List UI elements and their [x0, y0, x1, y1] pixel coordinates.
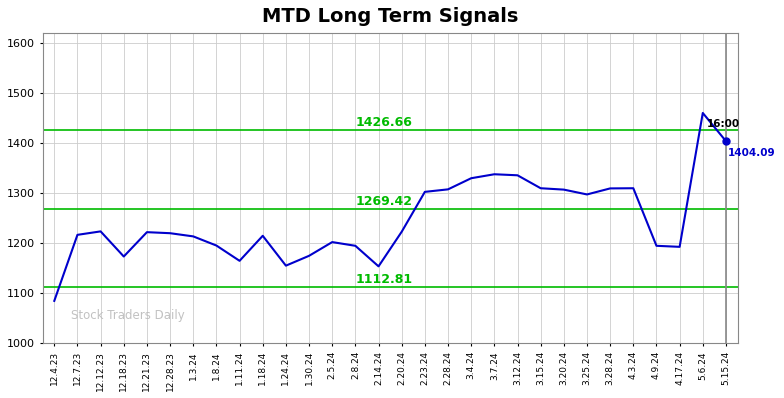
- Text: 1404.09: 1404.09: [728, 148, 776, 158]
- Title: MTD Long Term Signals: MTD Long Term Signals: [262, 7, 518, 26]
- Text: 1426.66: 1426.66: [355, 116, 412, 129]
- Text: 1112.81: 1112.81: [355, 273, 412, 286]
- Text: 16:00: 16:00: [707, 119, 740, 129]
- Text: Stock Traders Daily: Stock Traders Daily: [71, 308, 184, 322]
- Text: 1269.42: 1269.42: [355, 195, 412, 207]
